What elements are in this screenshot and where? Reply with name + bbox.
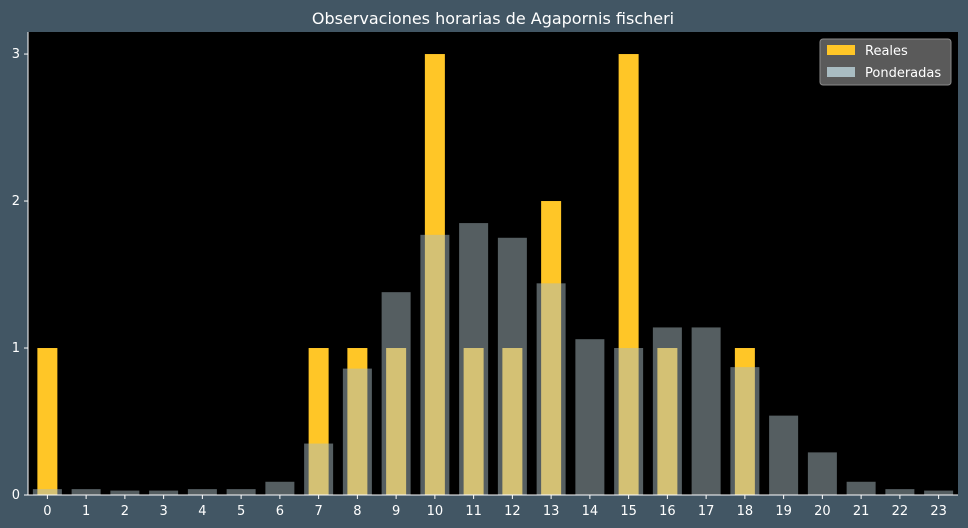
legend: Reales Ponderadas xyxy=(819,38,952,86)
bar-ponderadas-0 xyxy=(32,489,62,495)
series-ponderadas xyxy=(32,223,954,496)
bar-ponderadas-10 xyxy=(420,234,450,496)
bar-ponderadas-18 xyxy=(730,367,760,495)
x-tick-label: 8 xyxy=(353,504,361,519)
x-tick-label: 23 xyxy=(930,504,947,519)
legend-swatch-ponderadas xyxy=(827,67,855,77)
legend-swatch-reales xyxy=(827,45,855,55)
x-tick-label: 5 xyxy=(237,504,245,519)
legend-label-ponderadas: Ponderadas xyxy=(865,66,941,81)
x-tick-label: 7 xyxy=(314,504,322,519)
x-tick-label: 18 xyxy=(737,504,754,519)
bar-ponderadas-4 xyxy=(187,489,217,495)
plot-area xyxy=(28,32,958,495)
x-tick-label: 0 xyxy=(43,504,51,519)
bar-ponderadas-2 xyxy=(110,490,140,495)
x-tick-label: 14 xyxy=(582,504,599,519)
x-axis: 0 1 2 3 4 5 6 7 8 9 10 11 12 13 14 15 16 17 18 19 20 21 22 23 xyxy=(28,494,958,519)
x-tick-label: 11 xyxy=(465,504,482,519)
bar-ponderadas-7 xyxy=(304,443,334,495)
x-tick-label: 20 xyxy=(814,504,831,519)
x-tick-label: 19 xyxy=(775,504,792,519)
chart-title: Observaciones horarias de Agapornis fisc… xyxy=(312,9,674,28)
bar-ponderadas-16 xyxy=(652,327,682,495)
x-tick-label: 4 xyxy=(198,504,206,519)
x-tick-label: 10 xyxy=(427,504,444,519)
legend-label-reales: Reales xyxy=(865,44,908,59)
bar-reales-0 xyxy=(37,348,58,495)
y-tick-label: 1 xyxy=(12,341,20,356)
x-tick-label: 1 xyxy=(82,504,90,519)
x-tick-label: 22 xyxy=(892,504,909,519)
bar-ponderadas-12 xyxy=(497,237,527,495)
bar-ponderadas-1 xyxy=(71,489,101,495)
x-tick-label: 17 xyxy=(698,504,715,519)
bar-ponderadas-8 xyxy=(342,368,372,495)
x-tick-label: 12 xyxy=(504,504,521,519)
x-tick-label: 2 xyxy=(121,504,129,519)
x-tick-label: 13 xyxy=(543,504,560,519)
bar-ponderadas-13 xyxy=(536,283,566,495)
bar-ponderadas-3 xyxy=(149,490,179,495)
y-tick-label: 0 xyxy=(12,488,20,503)
bar-ponderadas-21 xyxy=(846,481,876,495)
bar-ponderadas-5 xyxy=(226,489,256,495)
bar-ponderadas-20 xyxy=(807,452,837,495)
x-tick-label: 16 xyxy=(659,504,676,519)
x-tick-label: 9 xyxy=(392,504,400,519)
bar-ponderadas-19 xyxy=(769,415,799,495)
bar-ponderadas-17 xyxy=(691,327,721,495)
bar-ponderadas-9 xyxy=(381,292,411,495)
bar-ponderadas-11 xyxy=(459,223,489,496)
y-tick-label: 3 xyxy=(12,47,20,62)
bar-ponderadas-23 xyxy=(924,490,954,495)
bar-ponderadas-6 xyxy=(265,481,295,495)
bar-ponderadas-14 xyxy=(575,339,605,495)
x-tick-label: 15 xyxy=(620,504,637,519)
y-tick-label: 2 xyxy=(12,194,20,209)
x-tick-label: 6 xyxy=(276,504,284,519)
bar-ponderadas-15 xyxy=(614,348,644,495)
y-axis: 0 1 2 3 xyxy=(12,32,29,503)
x-tick-label: 21 xyxy=(853,504,870,519)
x-tick-label: 3 xyxy=(159,504,167,519)
bar-ponderadas-22 xyxy=(885,489,915,495)
